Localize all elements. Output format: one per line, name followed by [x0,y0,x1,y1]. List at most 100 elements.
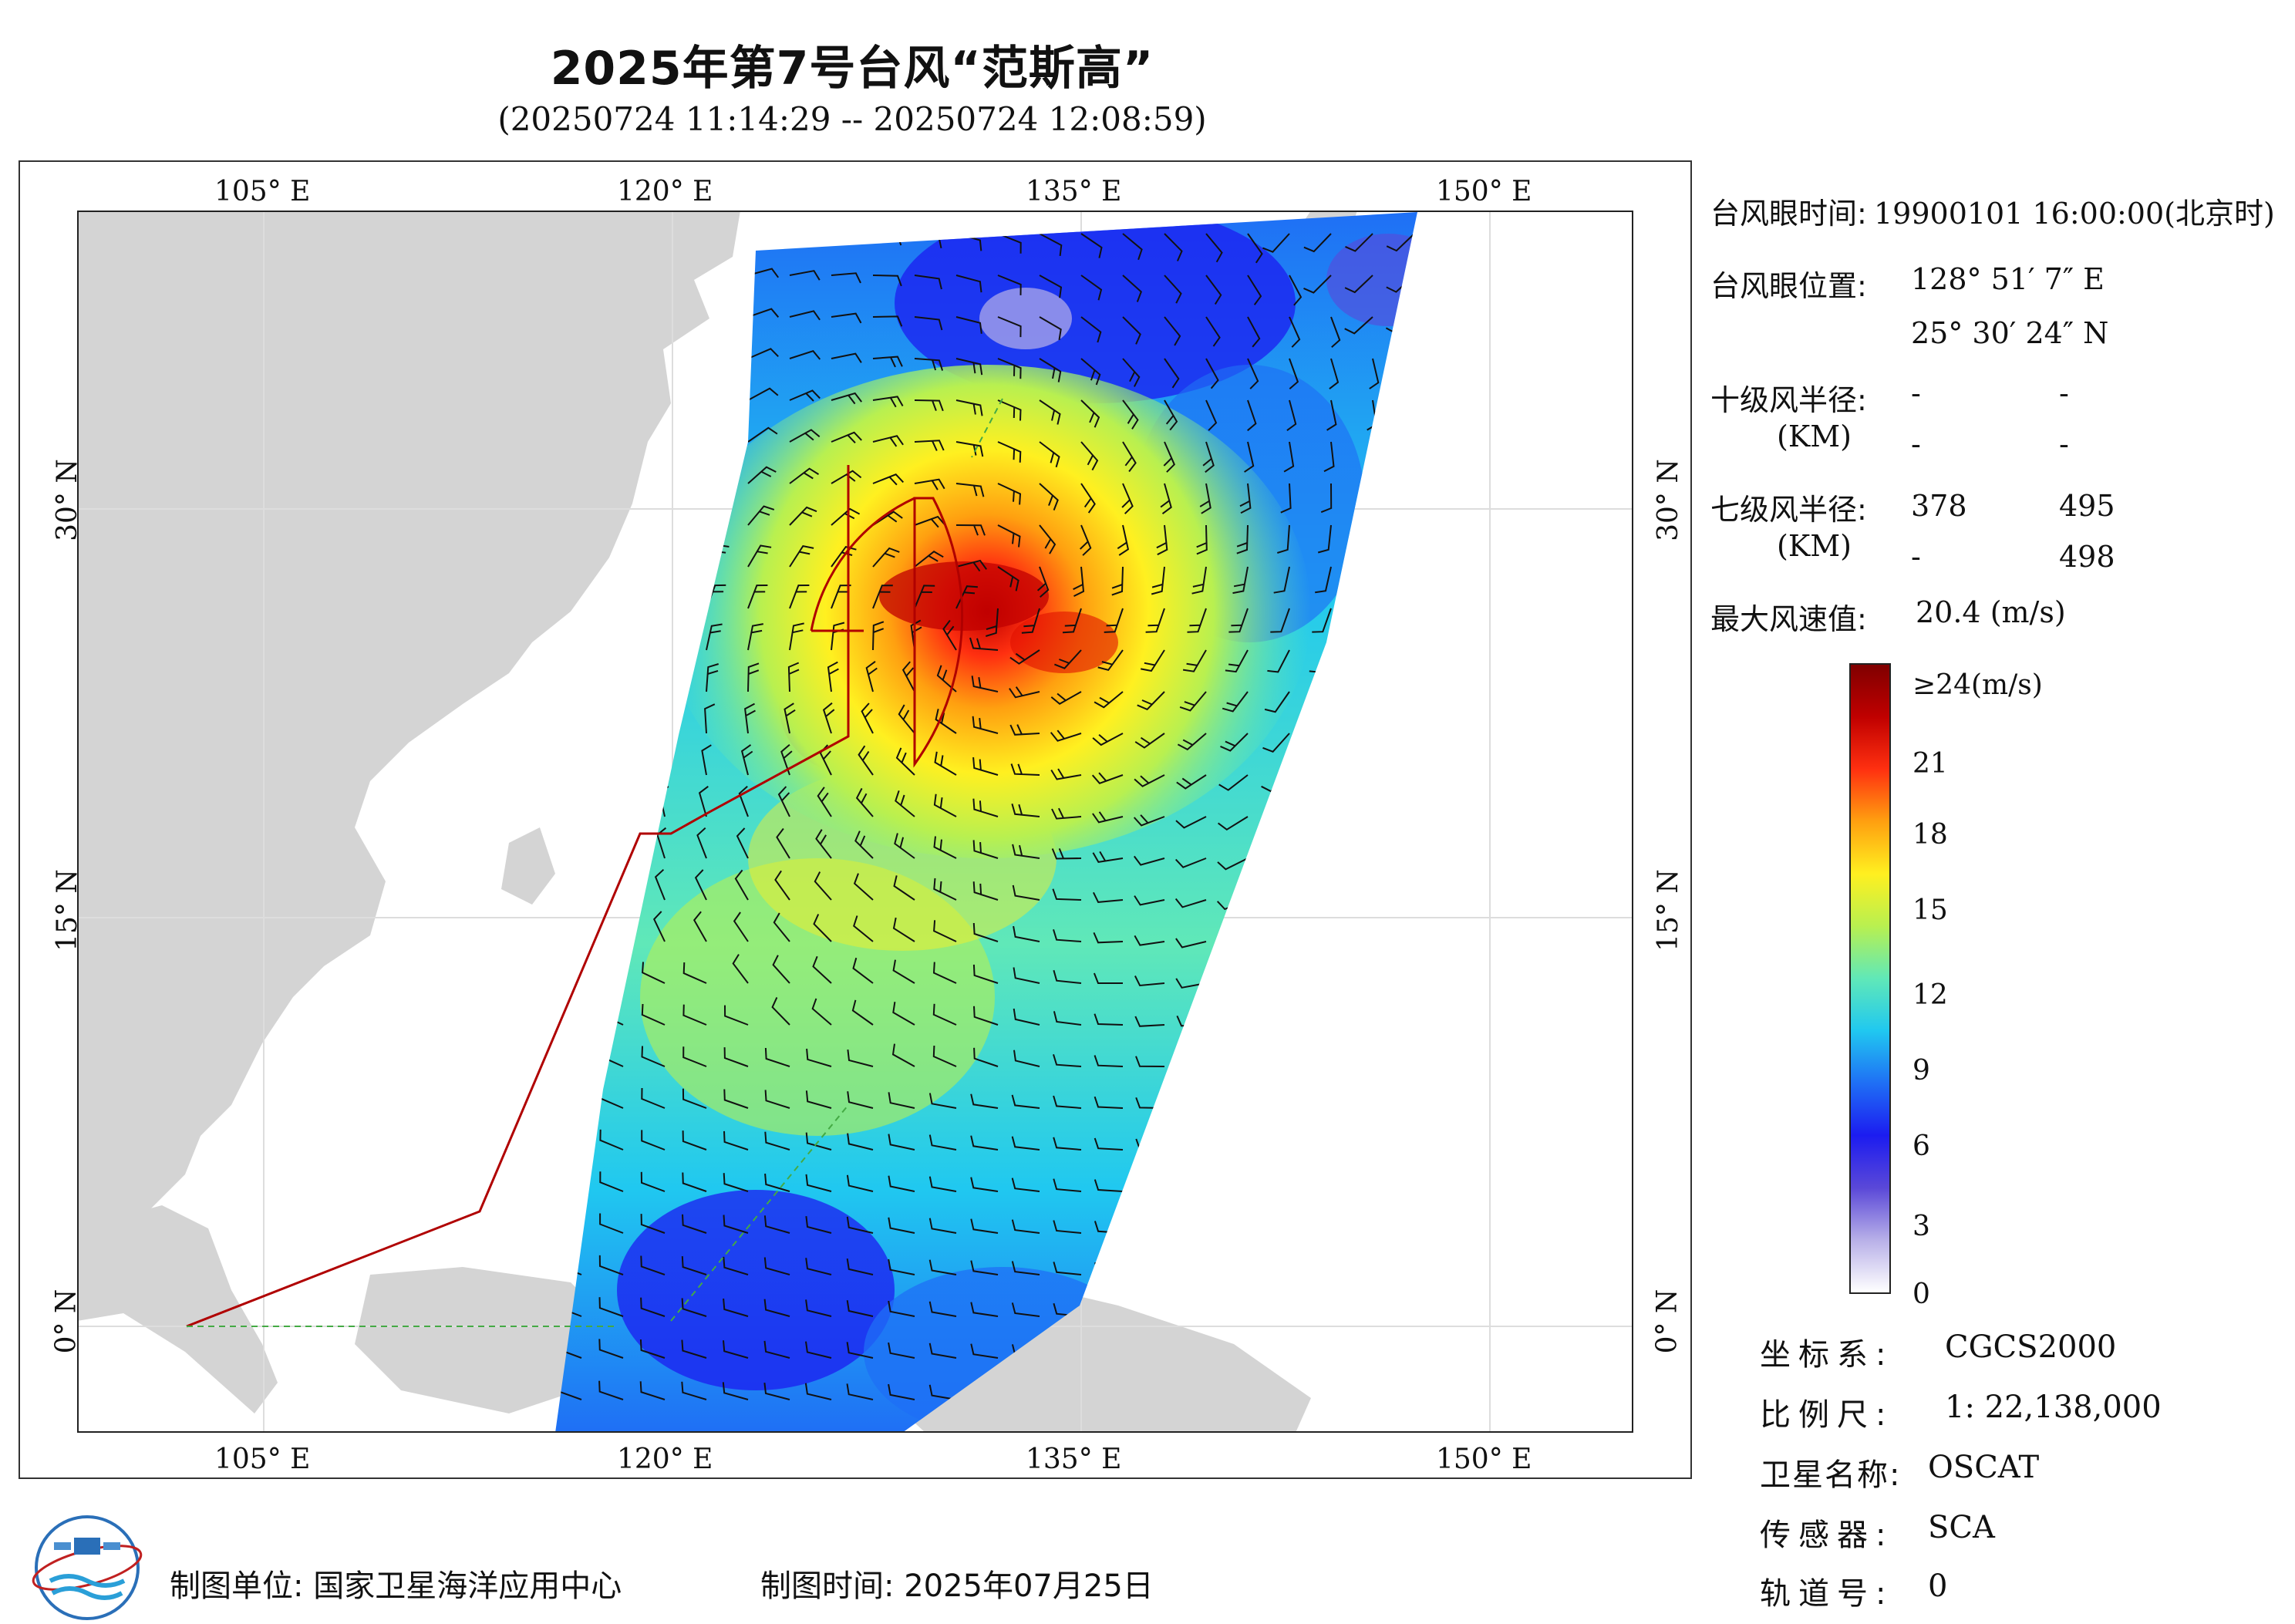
wind-barb [1137,691,1165,711]
wind-barb [831,545,857,568]
wind-barb [789,270,821,281]
wind-barb [682,1046,707,1067]
wind-barb [1134,935,1165,946]
wind-barb [1039,358,1062,382]
crs-label: 坐标系: [1760,1337,1894,1373]
wind-barb [738,785,749,817]
wind-barb [872,621,885,651]
wind-barb [642,962,666,984]
wind-barb [1053,1137,1082,1151]
wind-barb [1164,399,1178,431]
wind-barb [693,911,707,942]
wind-barb [1122,441,1137,473]
r10-value-se: - [2059,376,2069,410]
wind-barb [1053,969,1082,984]
r10-unit: (KM) [1777,419,1852,453]
wind-barb [1093,972,1123,984]
wind-barb [861,702,874,734]
wind-barb [1187,608,1207,633]
wind-barb [681,1339,707,1359]
wind-barb [815,829,832,859]
colorbar-label-3: 3 [1912,1211,1930,1242]
wind-barb [763,1215,790,1234]
wind-barb [764,1047,790,1067]
wind-barb [1092,733,1124,746]
wind-barb [1151,566,1165,595]
wind-barb [1122,316,1141,345]
wind-barb [892,917,915,942]
wind-barb [764,1173,790,1192]
wind-barb [872,275,902,287]
orbit-label: 轨道号: [1760,1576,1894,1612]
wind-barb [1247,358,1259,389]
wind-barb [973,1006,999,1026]
wind-barb [1264,691,1290,713]
wind-barb [1220,733,1249,752]
wind-barb [1134,733,1165,749]
wind-barb [682,1004,707,1026]
lon-tick-top-105: 105° E [214,176,311,207]
wind-barb [1053,929,1082,942]
wind-barb [955,275,982,293]
wind-barb [1036,566,1050,598]
wind-barb [1111,566,1124,596]
wind-barb [914,358,944,371]
wind-barb [1163,441,1175,473]
wind-barb [914,399,944,412]
wind-barb [1164,275,1182,304]
wind-barb [1080,524,1092,556]
wind-barb [805,1258,832,1275]
wind-barb [1134,895,1165,906]
wind-barb [928,1259,957,1275]
wind-barb [932,962,957,984]
wind-barb [747,426,778,443]
wind-barb [698,786,709,817]
wind-barb [787,662,800,692]
wind-barb [1191,566,1207,595]
wind-barb [888,1092,915,1109]
wind-barb [831,507,861,526]
wind-barb [1218,816,1249,831]
wind-barb [997,399,1022,421]
wind-barb [747,544,772,568]
wind-barb [1303,275,1332,294]
wind-barb [780,743,793,776]
wind-barb [872,355,903,368]
wind-barb [1134,855,1165,866]
wind-barb [847,1049,874,1067]
wind-barb [704,703,716,734]
wind-barb [682,1088,707,1109]
wind-barb [1080,275,1103,301]
max-wind-value: 20.4 (m/s) [1916,595,2066,629]
wind-barb [893,875,915,901]
wind-barb [723,1130,749,1151]
wind-barb [997,233,1022,254]
wind-barb [706,623,723,651]
nsoas-logo-icon [32,1515,143,1620]
wind-barb [853,873,874,901]
wind-barb [813,914,832,942]
lon-tick-top-135: 135° E [1026,176,1122,207]
wind-barb [851,999,874,1026]
wind-barb [1093,932,1124,944]
wind-barb [747,387,779,401]
wind-barb [763,1382,790,1400]
wind-barb [1199,483,1212,514]
satellite-value: OSCAT [1928,1450,2040,1485]
wind-barb [1050,691,1082,706]
wind-barb [955,316,982,334]
lon-tick-top-150: 150° E [1436,176,1532,207]
wind-barb [706,663,719,692]
r7-unit: (KM) [1777,529,1852,563]
wind-barb [1344,275,1373,294]
wind-barb [639,1381,666,1400]
wind-barb [970,1093,999,1109]
wind-barb [1175,816,1207,829]
wind-barb [972,798,999,817]
wind-barb [1080,233,1103,258]
wind-barb [1053,1011,1082,1026]
wind-barb [1010,763,1040,776]
wind-barb [1262,733,1290,753]
wind-barb [1050,768,1082,780]
wind-barb [914,440,945,451]
